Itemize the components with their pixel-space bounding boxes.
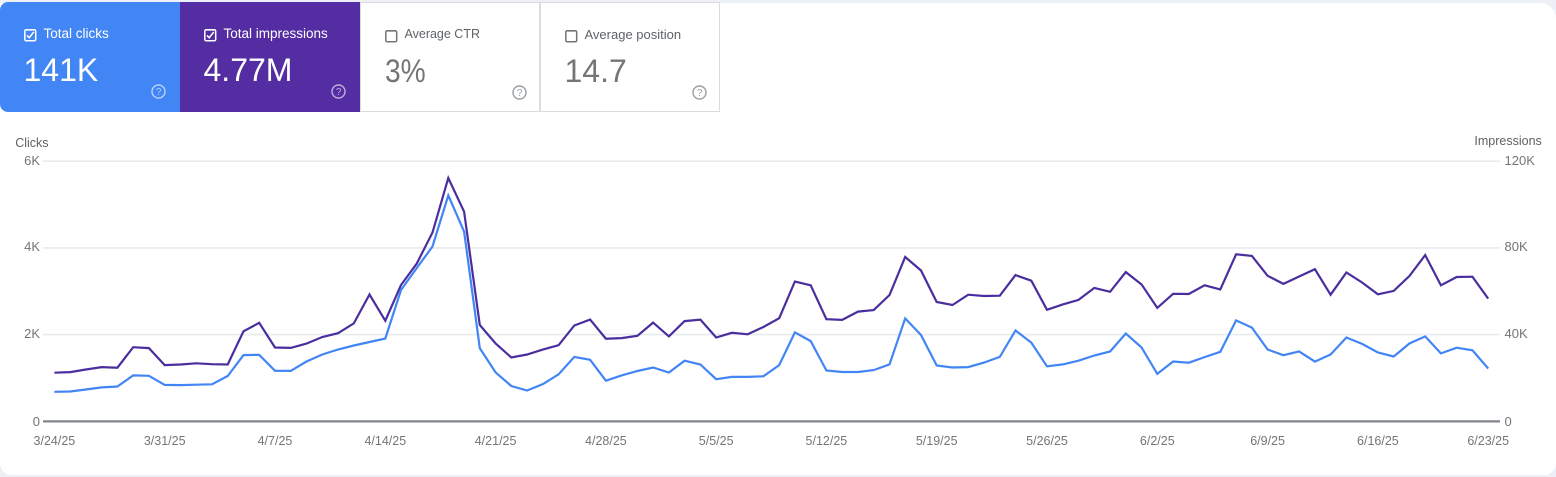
svg-text:?: ? [517,88,523,99]
svg-text:?: ? [336,87,342,98]
svg-text:?: ? [697,88,703,99]
svg-text:?: ? [156,87,162,98]
